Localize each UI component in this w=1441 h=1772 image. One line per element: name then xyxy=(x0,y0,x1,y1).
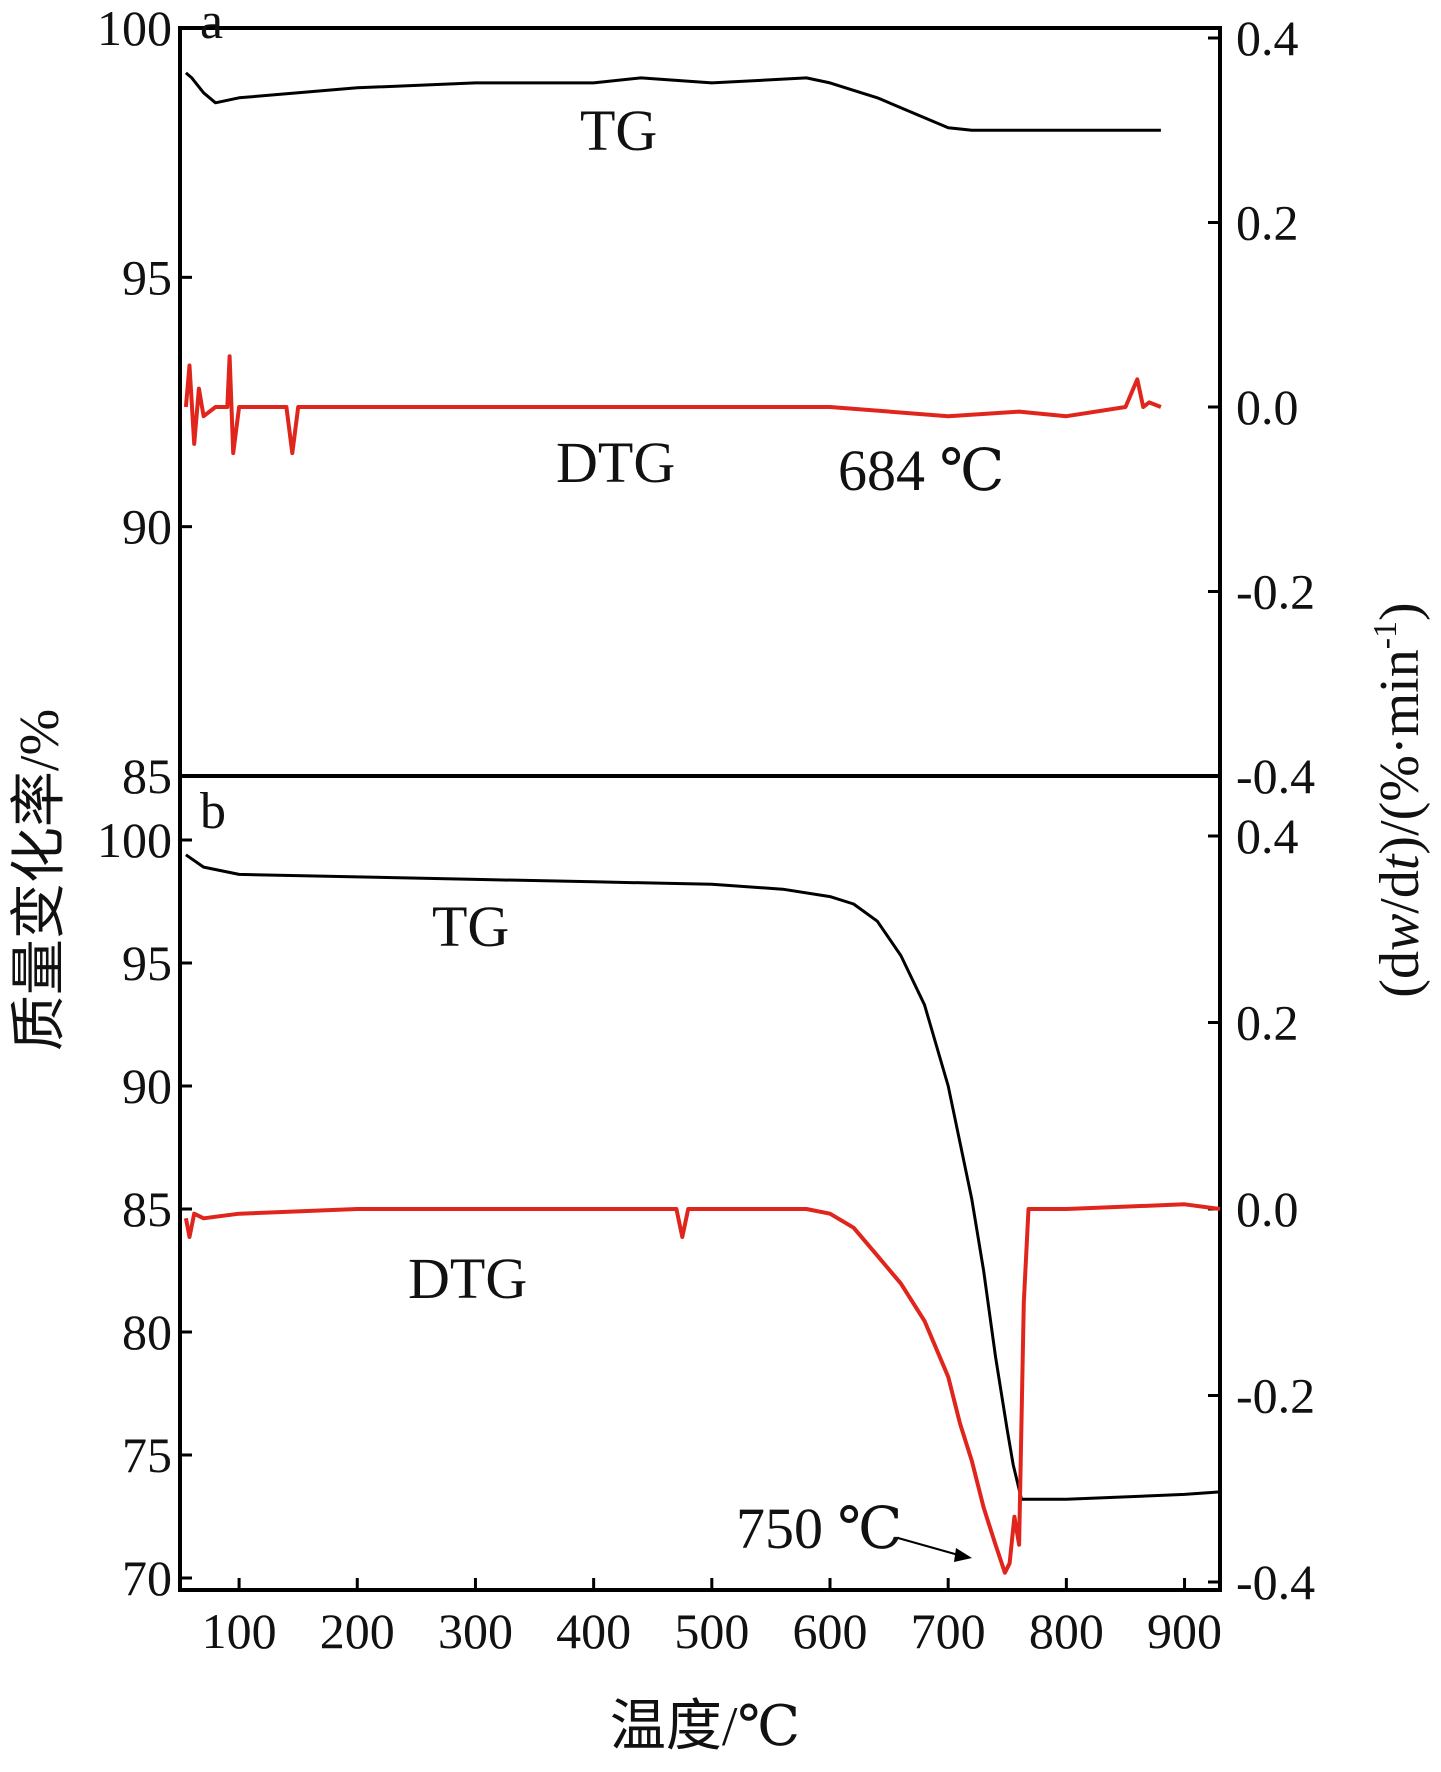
x-tick-label: 700 xyxy=(911,1603,986,1659)
right-tick-label: 0.0 xyxy=(1236,1181,1299,1237)
x-tick-label: 200 xyxy=(320,1603,395,1659)
plot-frames xyxy=(178,26,1222,1592)
x-tick-label: 300 xyxy=(438,1603,513,1659)
left-tick-label: 100 xyxy=(97,0,172,56)
right-tick-label: 0.2 xyxy=(1236,995,1299,1051)
x-tick-label: 900 xyxy=(1147,1603,1222,1659)
x-tick-label: 400 xyxy=(556,1603,631,1659)
right-tick-label: -0.2 xyxy=(1236,1368,1315,1424)
series-tg-line xyxy=(184,71,1161,132)
right-tick-label: -0.4 xyxy=(1236,1554,1315,1610)
y-left-axis-title: 质量变化率/% xyxy=(9,709,71,1051)
left-tick-label: 100 xyxy=(97,812,172,868)
panel-a-dtg-label: DTG xyxy=(556,430,675,495)
right-tick-label: 0.4 xyxy=(1236,10,1299,66)
panel-a-left-axis: 100 95 90 85 xyxy=(97,0,192,804)
y-right-title-w: w xyxy=(1369,914,1431,951)
y-right-title-close: ) xyxy=(1369,602,1431,621)
x-tick-label: 800 xyxy=(1029,1603,1104,1659)
right-tick-label: -0.2 xyxy=(1236,564,1315,620)
y-right-title-sup: -1 xyxy=(1367,621,1404,649)
panel-b-dtg-label: DTG xyxy=(408,1246,527,1311)
y-right-axis-title: (dw/dt)/(%·min-1) xyxy=(1367,602,1431,997)
panel-b-tg-label: TG xyxy=(432,894,509,959)
series-dtg-line xyxy=(183,354,1162,456)
x-tick-label: 500 xyxy=(674,1603,749,1659)
y-right-title-suffix: )/(%·min xyxy=(1369,649,1431,854)
panel-b-right-axis: 0.4 0.2 0.0 -0.2 -0.4 xyxy=(1208,808,1315,1610)
right-tick-label: 0.0 xyxy=(1236,379,1299,435)
series-dtg-line xyxy=(183,1202,1221,1575)
x-axis-title: 温度/℃ xyxy=(610,1696,800,1758)
left-tick-label: 95 xyxy=(122,935,172,991)
y-right-title-mid: /d xyxy=(1369,870,1431,914)
left-tick-label: 95 xyxy=(122,249,172,305)
plot-outer-frame xyxy=(178,26,1222,1592)
right-tick-label: -0.4 xyxy=(1236,748,1315,804)
x-tick-label: 600 xyxy=(793,1603,868,1659)
left-tick-label: 90 xyxy=(122,1058,172,1114)
x-tick-label: 100 xyxy=(202,1603,277,1659)
panel-b-x-axis: 100 200 300 400 500 600 700 800 900 xyxy=(202,1578,1222,1659)
left-tick-label: 90 xyxy=(122,499,172,555)
panel-a: a 100 95 90 85 0.4 0.2 0.0 -0.2 -0.4 TG DTG 684… xyxy=(97,0,1315,804)
panel-a-peak-label: 684 ℃ xyxy=(838,438,1004,503)
panel-b-series xyxy=(183,853,1221,1575)
left-tick-label: 85 xyxy=(122,1181,172,1237)
panel-a-letter: a xyxy=(200,0,223,50)
y-right-title-prefix: (d xyxy=(1369,951,1431,998)
y-right-title-t: t xyxy=(1369,853,1431,870)
right-tick-label: 0.2 xyxy=(1236,195,1299,251)
left-tick-label: 70 xyxy=(122,1550,172,1606)
panel-a-right-axis: 0.4 0.2 0.0 -0.2 -0.4 xyxy=(1208,10,1315,804)
panel-b: b 100 95 90 85 80 75 70 0.4 0.2 0.0 -0.2 -0.4 100 2… xyxy=(97,783,1315,1659)
left-tick-label: 75 xyxy=(122,1427,172,1483)
left-tick-label: 85 xyxy=(122,748,172,804)
panel-b-peak-arrow xyxy=(897,1537,972,1562)
right-tick-label: 0.4 xyxy=(1236,808,1299,864)
panel-b-letter: b xyxy=(200,783,226,840)
panel-b-peak-label: 750 ℃ xyxy=(736,1496,902,1561)
panel-a-series xyxy=(183,71,1162,456)
panel-b-left-axis: 100 95 90 85 80 75 70 xyxy=(97,812,192,1606)
series-tg-line xyxy=(185,853,1221,1501)
left-tick-label: 80 xyxy=(122,1304,172,1360)
panel-a-tg-label: TG xyxy=(580,98,657,163)
